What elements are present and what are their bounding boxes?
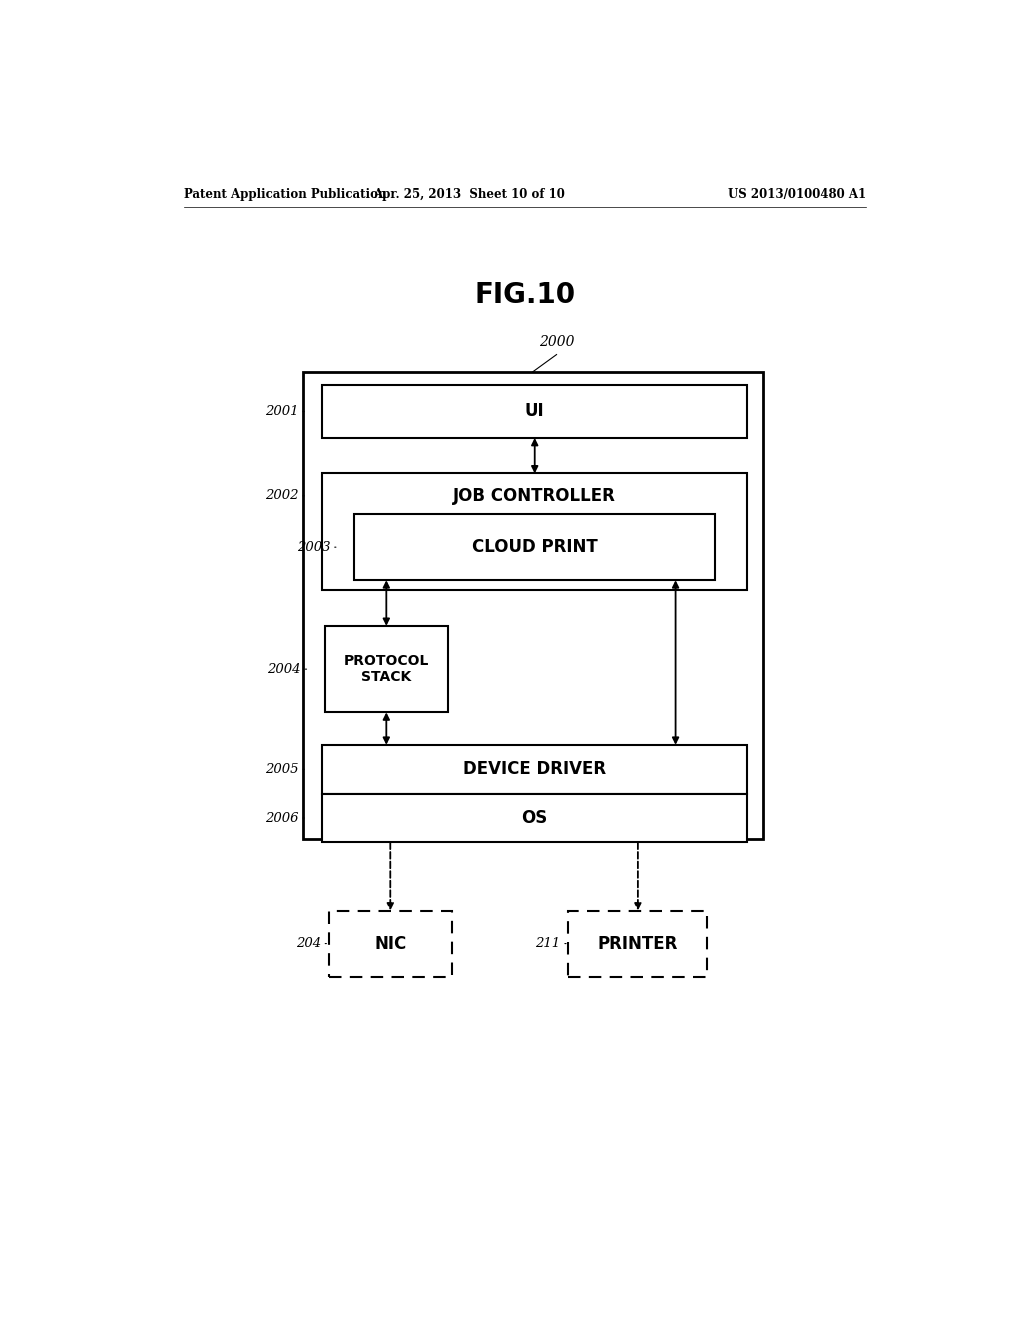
Text: OS: OS bbox=[521, 809, 548, 828]
Bar bbox=[329, 911, 452, 977]
Text: 2004: 2004 bbox=[267, 663, 301, 676]
Text: 2001: 2001 bbox=[265, 405, 299, 418]
Text: US 2013/0100480 A1: US 2013/0100480 A1 bbox=[728, 189, 866, 202]
Text: 2000: 2000 bbox=[539, 335, 574, 350]
Bar bbox=[325, 626, 447, 713]
Text: UI: UI bbox=[525, 403, 545, 421]
Text: 211: 211 bbox=[536, 937, 560, 950]
Bar bbox=[323, 385, 748, 438]
Bar bbox=[323, 744, 748, 793]
Text: Apr. 25, 2013  Sheet 10 of 10: Apr. 25, 2013 Sheet 10 of 10 bbox=[374, 189, 565, 202]
Text: PRINTER: PRINTER bbox=[598, 935, 678, 953]
Text: 2002: 2002 bbox=[265, 490, 299, 503]
Bar bbox=[303, 372, 763, 840]
Text: 2005: 2005 bbox=[265, 763, 299, 776]
Text: JOB CONTROLLER: JOB CONTROLLER bbox=[454, 487, 616, 504]
Text: CLOUD PRINT: CLOUD PRINT bbox=[472, 539, 598, 556]
Text: PROTOCOL
STACK: PROTOCOL STACK bbox=[344, 653, 429, 684]
Bar bbox=[568, 911, 708, 977]
Text: NIC: NIC bbox=[374, 935, 407, 953]
Text: 2006: 2006 bbox=[265, 812, 299, 825]
Text: DEVICE DRIVER: DEVICE DRIVER bbox=[463, 760, 606, 779]
Bar bbox=[323, 474, 748, 590]
Text: FIG.10: FIG.10 bbox=[474, 281, 575, 309]
Text: 2003: 2003 bbox=[297, 541, 331, 553]
Text: 204: 204 bbox=[296, 937, 321, 950]
Text: Patent Application Publication: Patent Application Publication bbox=[183, 189, 386, 202]
Bar bbox=[323, 793, 748, 842]
Bar bbox=[354, 515, 715, 581]
